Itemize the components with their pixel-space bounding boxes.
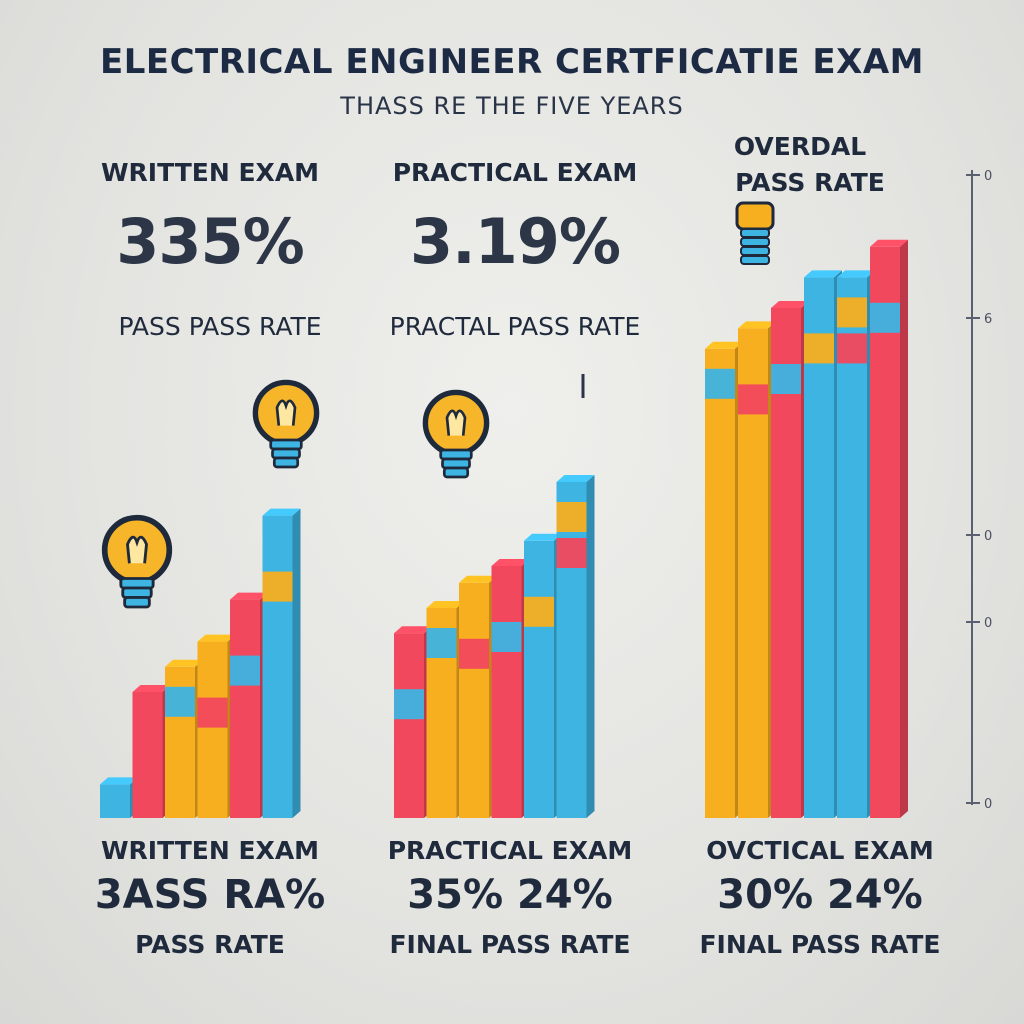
bar (230, 592, 268, 818)
practical-footer-value: 35% 24% (407, 872, 613, 918)
written-footer-title: WRITTEN EXAM (100, 836, 320, 865)
practical-footer-rate: FINAL PASS RATE (389, 930, 631, 959)
lightbulb-icon (735, 201, 775, 265)
bar (165, 659, 203, 818)
panel-2-bars (394, 475, 595, 818)
bar (394, 626, 432, 818)
bar (100, 777, 138, 818)
bar (524, 533, 562, 818)
bar (426, 601, 465, 818)
overall-header-line2: PASS RATE (735, 168, 885, 197)
lightbulb-icon (252, 379, 320, 469)
bar (556, 475, 595, 818)
written-footer-value: 3ASS RA% (94, 872, 326, 918)
bar (705, 341, 743, 818)
written-exam-header: WRITTEN EXAM (100, 158, 320, 187)
axis-tick-label: 0 (984, 797, 992, 812)
axis-tick-label: 0 (984, 169, 992, 184)
written-exam-rate-label: PASS PASS RATE (118, 312, 322, 341)
bar (262, 508, 301, 818)
bar (837, 270, 875, 818)
chart-subtitle: THASS RE THE FIVE YEARS (340, 92, 684, 120)
axis-tick-label: 0 (984, 529, 992, 544)
overall-header-line1: OVERDAL (733, 132, 867, 161)
panel-1-bars (100, 508, 301, 818)
written-footer-rate: PASS RATE (135, 930, 285, 959)
chart-title: ELECTRICAL ENGINEER CERTFICATIE EXAM (99, 42, 925, 82)
right-axis: 0 6 0 0 0 (966, 169, 992, 812)
panel-3-bars (705, 239, 908, 819)
axis-tick-label: 6 (984, 312, 992, 327)
practical-exam-rate-label: PRACTAL PASS RATE (389, 312, 641, 341)
bar (771, 301, 809, 818)
axis-tick-label: 0 (984, 616, 992, 631)
overall-footer-value: 30% 24% (717, 872, 923, 918)
lightbulb-icon (422, 389, 490, 479)
written-exam-big-value: 335% (116, 205, 305, 278)
overall-footer-title: OVCTICAL EXAM (706, 836, 934, 865)
bar (132, 685, 171, 818)
bar (870, 239, 908, 819)
practical-footer-title: PRACTICAL EXAM (387, 836, 633, 865)
bar (491, 559, 530, 818)
practical-exam-big-value: 3.19% (409, 205, 621, 278)
lightbulb-icon (101, 514, 173, 609)
overall-footer-rate: FINAL PASS RATE (699, 930, 941, 959)
practical-exam-header: PRACTICAL EXAM (392, 158, 638, 187)
bar (738, 321, 776, 818)
bar (459, 575, 497, 818)
bar (197, 634, 236, 818)
bar (804, 270, 842, 818)
